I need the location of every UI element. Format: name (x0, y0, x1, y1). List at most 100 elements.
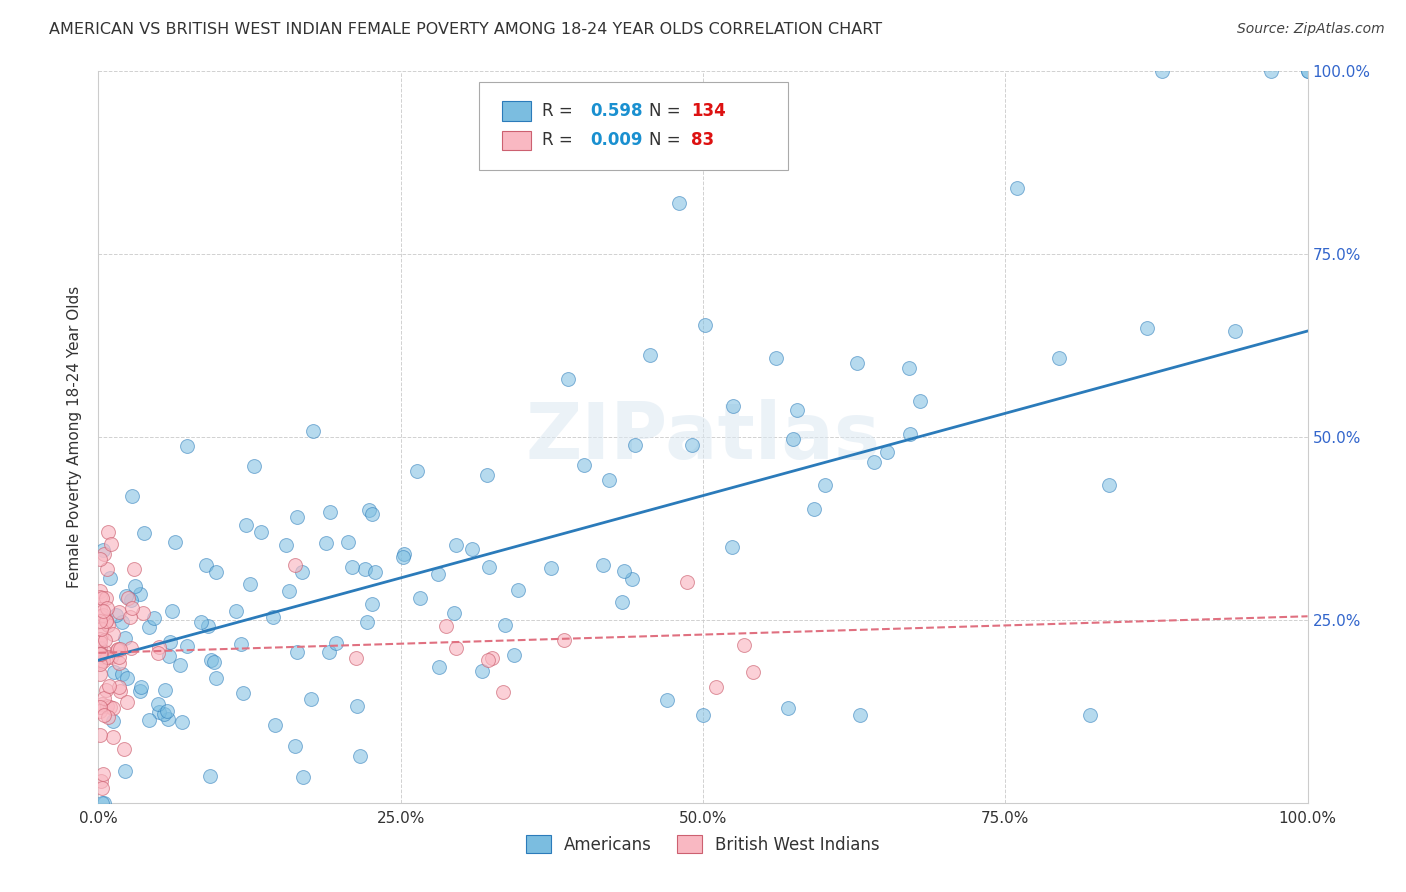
Point (443, 606, 465, 620)
Point (394, 547, 416, 561)
Point (198, 769, 221, 783)
Point (89, 647, 111, 661)
Text: R =: R = (543, 131, 578, 149)
Point (89, 704, 111, 718)
Point (624, 437, 647, 451)
Point (285, 510, 308, 524)
Point (284, 739, 307, 754)
Point (676, 575, 699, 590)
Point (200, 653, 222, 667)
Point (93, 654, 115, 668)
Point (176, 439, 198, 453)
Point (156, 704, 179, 718)
Text: 0.009: 0.009 (591, 131, 643, 149)
Point (361, 597, 384, 611)
Point (121, 601, 143, 615)
Point (786, 402, 808, 417)
Point (108, 656, 131, 670)
Point (655, 693, 678, 707)
Point (94, 683, 117, 698)
Point (100, 650, 122, 665)
Point (114, 631, 136, 645)
Point (97, 710, 120, 724)
Text: 134: 134 (690, 102, 725, 120)
Point (898, 360, 921, 375)
Point (704, 681, 727, 695)
Point (721, 541, 744, 555)
Point (98, 679, 121, 693)
Point (117, 591, 139, 606)
Point (693, 318, 716, 333)
Point (264, 718, 287, 732)
Point (146, 646, 169, 660)
Point (492, 685, 515, 699)
Point (406, 464, 429, 478)
Point (91, 766, 114, 780)
Point (169, 657, 191, 672)
Point (90, 773, 112, 788)
Point (503, 648, 526, 663)
Point (557, 371, 579, 385)
Point (155, 682, 177, 697)
Text: AMERICAN VS BRITISH WEST INDIAN FEMALE POVERTY AMONG 18-24 YEAR OLDS CORRELATION: AMERICAN VS BRITISH WEST INDIAN FEMALE P… (49, 22, 883, 37)
Point (101, 730, 124, 744)
Point (90, 697, 112, 711)
Point (100, 537, 122, 551)
Point (346, 699, 368, 714)
Point (391, 550, 413, 565)
Point (721, 399, 744, 413)
Point (1005, 181, 1028, 195)
Point (1136, 321, 1159, 335)
Point (138, 620, 160, 634)
Point (89, 634, 111, 648)
Point (249, 524, 271, 539)
Point (91, 591, 114, 605)
Point (132, 526, 155, 541)
Point (156, 712, 179, 726)
Point (508, 583, 530, 598)
Point (194, 558, 217, 573)
Text: 0.598: 0.598 (591, 102, 643, 120)
Point (108, 649, 131, 664)
Point (803, 502, 825, 516)
Point (142, 611, 165, 625)
Point (94, 645, 117, 659)
Point (592, 558, 614, 573)
Point (90, 622, 112, 636)
Point (105, 643, 128, 657)
Point (733, 638, 755, 652)
Point (1296, 64, 1319, 78)
Point (1223, 324, 1246, 338)
Point (117, 671, 139, 685)
Point (613, 565, 636, 579)
Point (481, 651, 503, 665)
Text: Source: ZipAtlas.com: Source: ZipAtlas.com (1237, 22, 1385, 37)
Point (225, 604, 247, 618)
Point (112, 741, 135, 756)
Y-axis label: Female Poverty Among 18-24 Year Olds: Female Poverty Among 18-24 Year Olds (66, 286, 82, 588)
Point (122, 562, 145, 576)
Point (93, 691, 115, 706)
Point (89, 590, 111, 604)
Point (101, 700, 124, 714)
Point (103, 627, 125, 641)
Point (553, 633, 575, 648)
Point (1260, 64, 1282, 78)
Point (262, 610, 284, 624)
Point (89, 657, 111, 672)
Point (129, 680, 152, 694)
Point (765, 351, 787, 366)
Point (356, 615, 378, 629)
Point (610, 595, 633, 609)
Point (849, 708, 872, 723)
Point (471, 664, 494, 678)
Point (91, 649, 114, 664)
Point (94, 591, 117, 606)
Point (434, 619, 457, 633)
Text: N =: N = (648, 102, 686, 120)
Point (205, 565, 228, 579)
Point (129, 587, 152, 601)
Point (478, 559, 501, 574)
Point (494, 618, 516, 632)
Point (110, 615, 132, 629)
